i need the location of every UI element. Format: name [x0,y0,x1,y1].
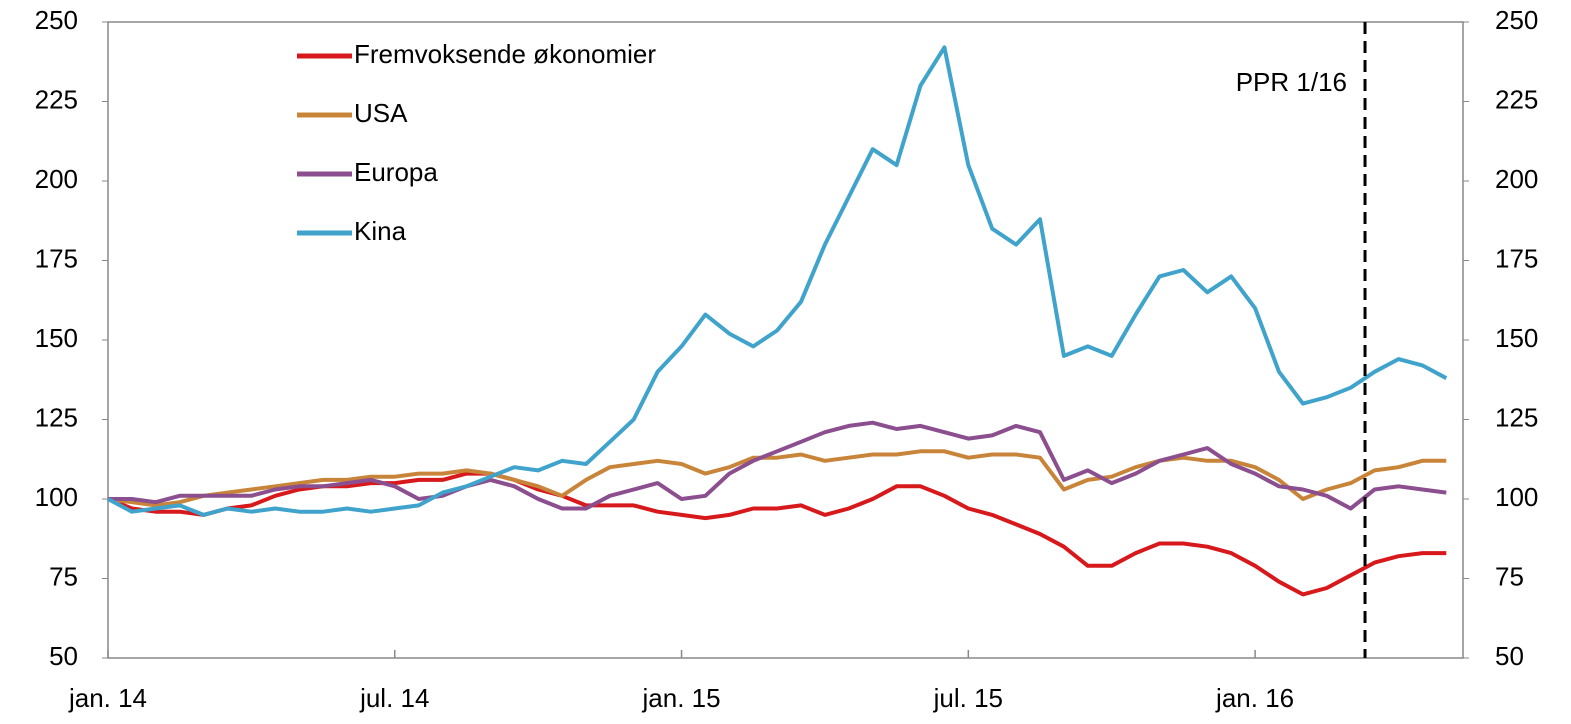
line-series [107,45,1448,517]
x-tick-label: jul. 15 [933,683,1003,713]
y2-tick-label: 100 [1495,482,1538,512]
y2-tick-label: 75 [1495,561,1524,591]
y2-tick-label: 225 [1495,84,1538,114]
line-series [107,449,1447,508]
y2-tick-label: 175 [1495,243,1538,273]
line-series [107,471,1447,597]
y-tick-label: 225 [35,84,78,114]
y-tick-label: 200 [35,164,78,194]
y-tick-label: 75 [49,561,78,591]
ppr-label: PPR 1/16 [1236,67,1347,97]
y2-tick-label: 200 [1495,164,1538,194]
x-tick-label: jul. 14 [359,683,429,713]
y2-tick-label: 150 [1495,323,1538,353]
legend-label: USA [354,98,408,128]
x-tick-label: jan. 16 [1215,683,1294,713]
y-tick-label: 125 [35,402,78,432]
legend-label: Europa [354,157,438,187]
y2-tick-label: 125 [1495,402,1538,432]
legend-label: Fremvoksende økonomier [354,39,656,69]
line-series [108,420,1447,511]
y-tick-label: 175 [35,243,78,273]
y2-tick-label: 250 [1495,5,1538,35]
y-tick-label: 50 [49,641,78,671]
y-tick-label: 250 [35,5,78,35]
y-tick-label: 150 [35,323,78,353]
legend-label: Kina [354,216,407,246]
y2-tick-label: 50 [1495,641,1524,671]
x-tick-label: jan. 14 [68,683,147,713]
y-tick-label: 100 [35,482,78,512]
x-tick-label: jan. 15 [642,683,721,713]
